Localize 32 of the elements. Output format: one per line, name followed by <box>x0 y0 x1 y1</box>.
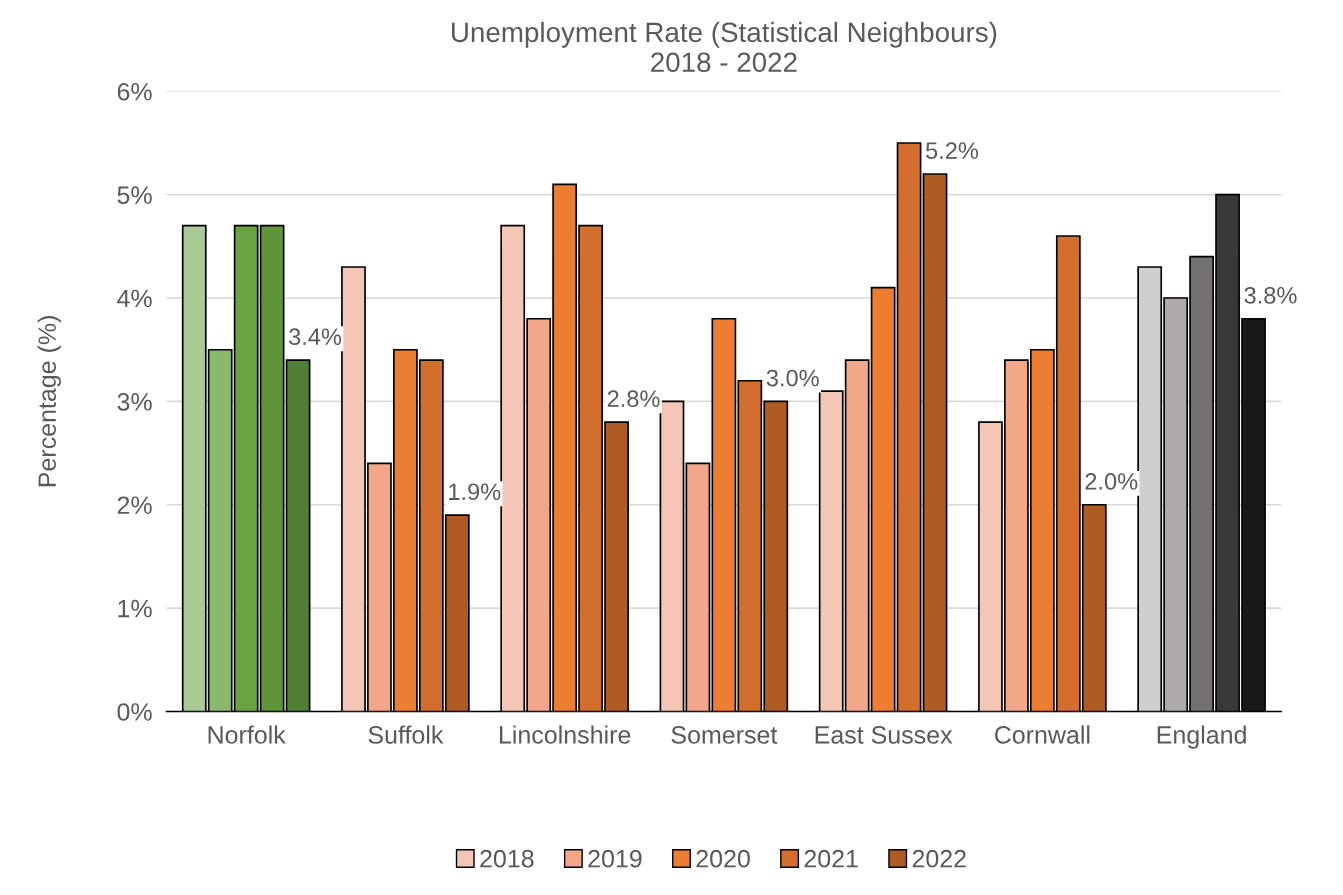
data-label: 2.8% <box>607 390 660 408</box>
legend-label: 2021 <box>804 849 858 868</box>
chart-title: Unemployment Rate (Statistical Neighbours) 2018 - 2022 <box>452 21 997 73</box>
x-tick-label: Norfolk <box>208 725 286 744</box>
y-tick-label: 3% <box>117 393 152 411</box>
data-label: 2.0% <box>1085 473 1138 490</box>
y-tick-label: 0% <box>117 703 152 721</box>
x-tick-label: East Sussex <box>815 726 953 744</box>
y-axis-title: Percentage (%) <box>37 316 61 487</box>
bar <box>896 142 922 712</box>
data-label: 3.4% <box>289 328 342 346</box>
y-tick-label: 1% <box>118 599 152 618</box>
bar <box>922 173 948 712</box>
y-tick-label: 4% <box>117 289 152 308</box>
x-tick-label: Lincolnshire <box>499 725 631 744</box>
x-tick-label: Somerset <box>671 726 778 744</box>
x-tick-label: England <box>1157 725 1246 749</box>
y-tick-label: 5% <box>117 186 152 204</box>
bar <box>659 400 685 712</box>
data-label: 3.0% <box>766 369 819 387</box>
legend-label: 2019 <box>588 849 642 868</box>
data-label: 5.2% <box>926 142 979 159</box>
data-label: 3.8% <box>1244 286 1297 304</box>
y-tick-label: 2% <box>117 496 152 514</box>
legend-label: 2022 <box>912 849 966 868</box>
legend-label: 2020 <box>696 849 750 868</box>
data-label: 1.9% <box>449 483 501 501</box>
y-tick-label: 6% <box>117 82 152 101</box>
x-tick-label: Cornwall <box>995 725 1090 744</box>
bar <box>285 359 311 712</box>
legend-label: 2018 <box>480 849 534 868</box>
x-tick-label: Suffolk <box>368 725 444 744</box>
